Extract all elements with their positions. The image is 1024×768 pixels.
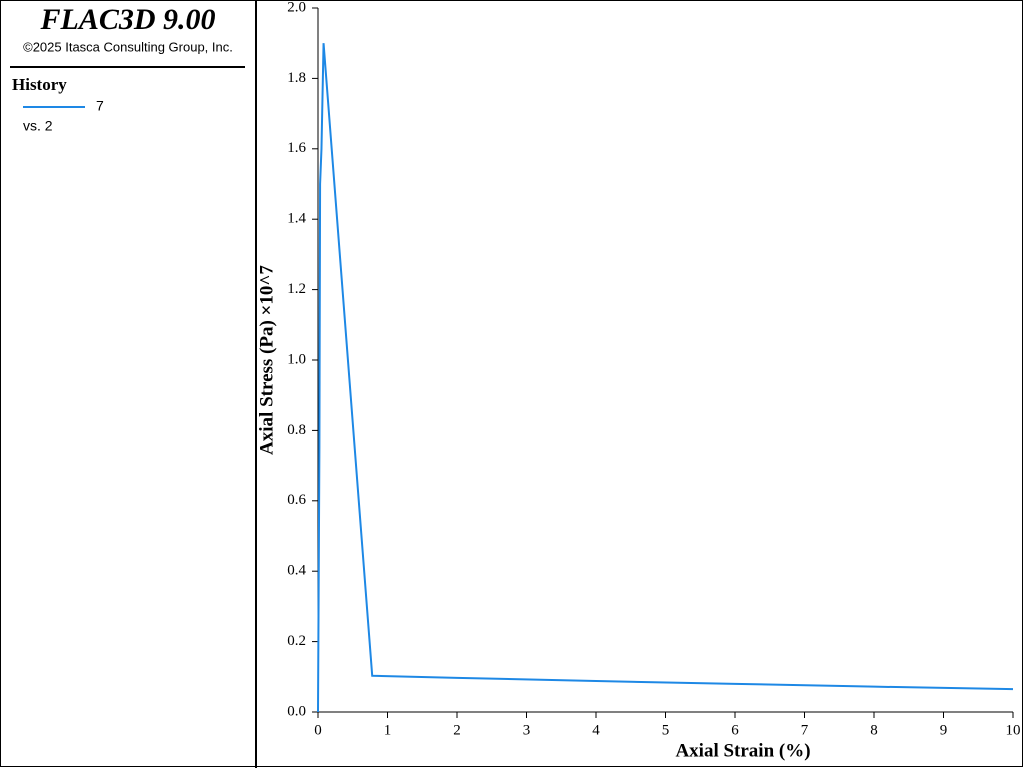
y-tick-label: 2.0 — [287, 0, 306, 15]
y-tick-label: 1.2 — [287, 281, 306, 297]
x-tick-label: 0 — [314, 722, 322, 738]
x-tick-label: 3 — [523, 722, 531, 738]
y-tick-label: 1.4 — [287, 211, 306, 227]
x-tick-label: 2 — [453, 722, 461, 738]
x-tick-label: 6 — [731, 722, 739, 738]
y-tick-label: 0.4 — [287, 563, 306, 579]
y-tick-label: 1.8 — [287, 70, 306, 86]
y-tick-label: 0.6 — [287, 492, 306, 508]
x-tick-label: 5 — [662, 722, 670, 738]
y-tick-label: 1.0 — [287, 351, 306, 367]
y-tick-label: 1.6 — [287, 140, 306, 156]
legend-label: 7 — [96, 98, 104, 114]
y-tick-label: 0.2 — [287, 633, 306, 649]
x-tick-label: 9 — [940, 722, 948, 738]
x-tick-label: 8 — [870, 722, 878, 738]
x-tick-label: 1 — [384, 722, 392, 738]
legend-title: History — [12, 75, 67, 94]
app-title: FLAC3D 9.00 — [39, 3, 215, 36]
x-axis-label: Axial Strain (%) — [675, 740, 810, 761]
y-axis-label: Axial Stress (Pa) ×10^7 — [256, 265, 277, 455]
legend-note: vs. 2 — [23, 118, 53, 134]
y-tick-label: 0.8 — [287, 422, 306, 438]
x-tick-label: 10 — [1006, 722, 1021, 738]
data-line — [317, 43, 1014, 713]
x-tick-label: 7 — [801, 722, 809, 738]
y-tick-label: 0.0 — [287, 703, 306, 719]
copyright: ©2025 Itasca Consulting Group, Inc. — [23, 39, 233, 54]
x-tick-label: 4 — [592, 722, 600, 738]
